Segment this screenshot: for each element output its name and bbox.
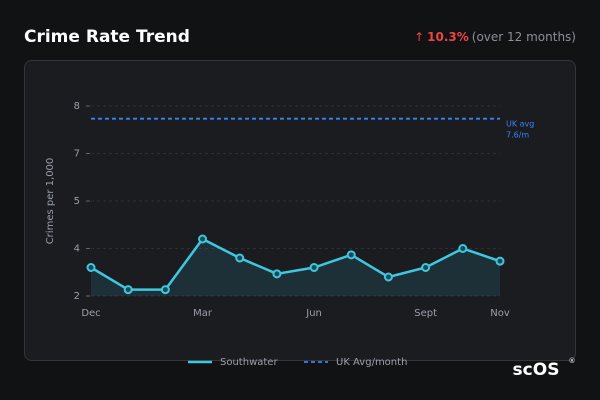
y-tick-label: 7 bbox=[74, 149, 80, 160]
point bbox=[198, 234, 208, 244]
title: Crime Rate Trend bbox=[24, 27, 190, 47]
point bbox=[421, 263, 431, 272]
chart-card bbox=[24, 60, 576, 361]
point bbox=[160, 285, 170, 295]
annotation-value: 7.6/m bbox=[506, 131, 529, 140]
point bbox=[235, 253, 245, 263]
x-tick-label: Mar bbox=[193, 308, 213, 319]
change-summary: ↑ 10.3% (over 12 months) bbox=[414, 30, 576, 44]
y-tick-label: 5 bbox=[74, 196, 80, 207]
legend-label: Southwater bbox=[220, 357, 278, 368]
x-tick-label: Nov bbox=[490, 308, 510, 319]
point bbox=[383, 272, 393, 282]
point bbox=[123, 285, 133, 295]
y-axis-label: Crimes per 1,000 bbox=[45, 158, 56, 245]
logo: scOS bbox=[513, 360, 560, 380]
logo-mark: ® bbox=[569, 357, 576, 365]
point bbox=[458, 244, 468, 253]
y-tick-label: 4 bbox=[74, 244, 80, 255]
x-tick-label: Dec bbox=[81, 308, 100, 319]
point bbox=[309, 263, 319, 272]
point bbox=[86, 263, 96, 272]
annotation: UK avg bbox=[506, 120, 534, 129]
legend-label: UK Avg/month bbox=[336, 357, 407, 368]
y-tick-label: 8 bbox=[74, 101, 80, 112]
x-tick-label: Sept bbox=[414, 308, 437, 319]
line bbox=[90, 237, 501, 291]
x-tick-label: Jun bbox=[305, 308, 322, 319]
y-tick-label: 2 bbox=[74, 291, 80, 302]
point bbox=[346, 250, 356, 260]
arrow: ↑ bbox=[414, 30, 424, 44]
change: 10.3% bbox=[427, 30, 469, 44]
change-note: (over 12 months) bbox=[472, 30, 576, 44]
point bbox=[272, 269, 282, 279]
point bbox=[495, 256, 505, 266]
